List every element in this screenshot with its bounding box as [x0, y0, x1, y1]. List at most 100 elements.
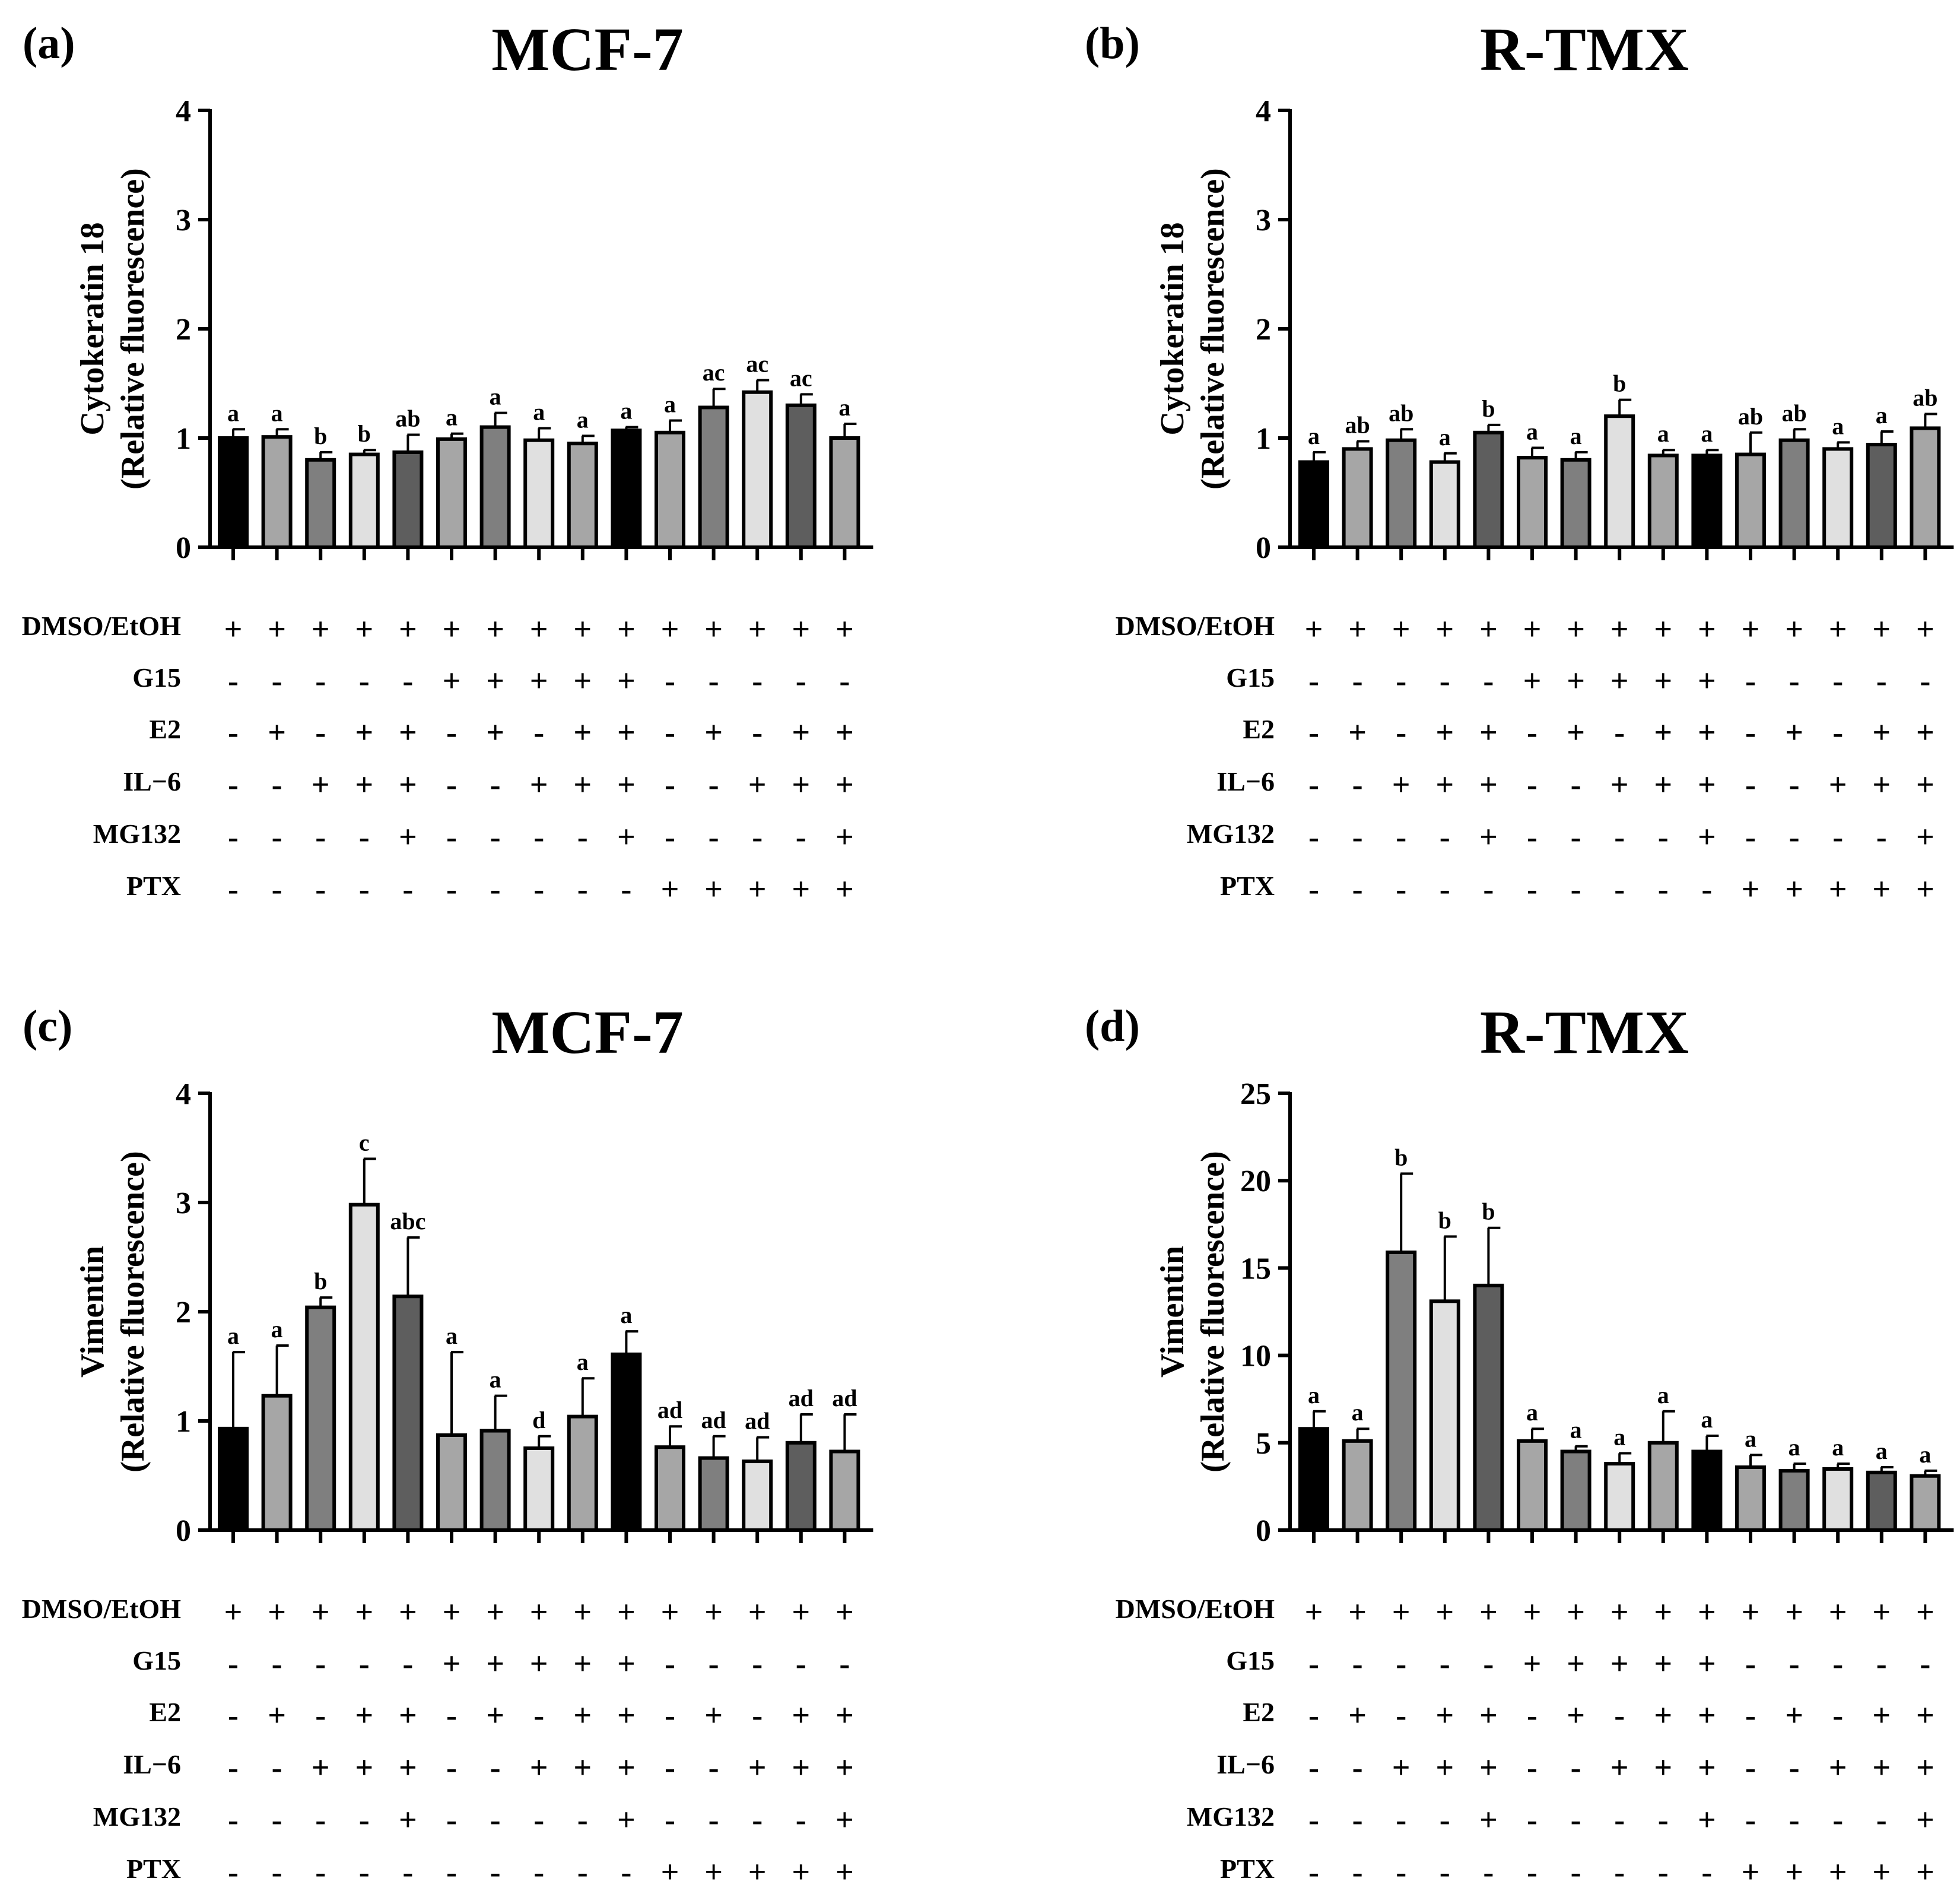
- y-tick-label: 3: [1256, 204, 1271, 237]
- significance-label: c: [359, 1129, 370, 1156]
- treatment-sign: +: [617, 1750, 636, 1785]
- treatment-sign: -: [1308, 715, 1319, 750]
- treatment-sign: +: [573, 1646, 592, 1681]
- treatment-sign: +: [836, 871, 854, 907]
- treatment-row-label: IL−6: [123, 766, 181, 797]
- treatment-sign: -: [446, 1854, 457, 1890]
- treatment-sign: -: [272, 1646, 282, 1681]
- treatment-sign: +: [1916, 1750, 1934, 1785]
- treatment-sign: +: [399, 1594, 417, 1630]
- treatment-sign: +: [1479, 1802, 1498, 1838]
- significance-label: b: [314, 423, 327, 449]
- treatment-sign: -: [1571, 819, 1581, 855]
- bar: [785, 1441, 817, 1532]
- bar: [218, 1426, 249, 1532]
- treatment-sign: +: [792, 767, 810, 802]
- treatment-sign: +: [1610, 767, 1629, 802]
- treatment-sign: -: [315, 819, 326, 855]
- treatment-sign: -: [839, 1646, 850, 1681]
- treatment-sign: +: [1567, 663, 1585, 699]
- significance-label: a: [1701, 1406, 1713, 1433]
- significance-label: ad: [832, 1385, 857, 1411]
- treatment-sign: -: [1396, 663, 1406, 699]
- treatment-sign: +: [1829, 871, 1847, 907]
- significance-label: a: [1613, 1423, 1625, 1450]
- treatment-sign: +: [1785, 1594, 1803, 1630]
- treatment-sign: +: [1392, 767, 1411, 802]
- significance-label: ab: [1345, 412, 1370, 439]
- treatment-sign: +: [530, 1750, 548, 1785]
- treatment-sign: +: [792, 611, 810, 647]
- bar: [1604, 414, 1635, 550]
- significance-label: ab: [1389, 399, 1413, 426]
- panel-title: MCF-7: [491, 998, 683, 1067]
- bar: [1735, 1465, 1766, 1532]
- treatment-sign: -: [1789, 819, 1800, 855]
- treatment-sign: -: [446, 767, 457, 802]
- treatment-sign: -: [1352, 663, 1363, 699]
- treatment-sign: -: [1745, 1646, 1756, 1681]
- bar: [305, 1305, 336, 1532]
- treatment-sign: +: [792, 1594, 810, 1630]
- treatment-sign: -: [1920, 1646, 1930, 1681]
- treatment-sign: -: [709, 767, 719, 802]
- treatment-sign: +: [1610, 663, 1629, 699]
- treatment-sign: -: [490, 1750, 501, 1785]
- y-axis-label-line: Vimentin: [1154, 1246, 1191, 1378]
- treatment-sign: -: [1614, 819, 1625, 855]
- significance-label: ad: [789, 1385, 814, 1411]
- treatment-sign: -: [1832, 715, 1843, 750]
- treatment-sign: +: [792, 715, 810, 750]
- bar: [1386, 438, 1417, 549]
- treatment-sign: +: [399, 1802, 417, 1838]
- bar: [785, 403, 817, 549]
- bar: [436, 1433, 467, 1532]
- bar: [611, 1352, 642, 1532]
- treatment-sign: +: [1829, 1594, 1847, 1630]
- treatment-sign: +: [1742, 1854, 1760, 1890]
- treatment-sign: -: [490, 1854, 501, 1890]
- treatment-sign: -: [1832, 1802, 1843, 1838]
- y-tick-label: 2: [176, 1296, 191, 1330]
- treatment-sign: -: [1745, 715, 1756, 750]
- y-tick-label: 0: [1256, 1514, 1271, 1548]
- significance-label: a: [533, 398, 545, 425]
- treatment-row-label: MG132: [1187, 818, 1275, 849]
- treatment-sign: +: [1610, 1594, 1629, 1630]
- significance-label: a: [664, 391, 676, 418]
- treatment-sign: -: [1440, 1802, 1450, 1838]
- treatment-sign: +: [486, 611, 504, 647]
- treatment-row-label: IL−6: [123, 1749, 181, 1779]
- treatment-sign: +: [573, 611, 592, 647]
- treatment-sign: +: [1392, 1750, 1411, 1785]
- treatment-sign: -: [796, 1802, 806, 1838]
- treatment-sign: +: [312, 1594, 330, 1630]
- bar: [1778, 1468, 1810, 1532]
- significance-label: a: [1876, 1438, 1888, 1464]
- significance-label: a: [227, 1322, 239, 1349]
- treatment-sign: -: [1308, 819, 1319, 855]
- treatment-sign: -: [446, 715, 457, 750]
- bar: [1735, 452, 1766, 549]
- treatment-sign: -: [796, 1646, 806, 1681]
- significance-label: b: [314, 1268, 327, 1294]
- bar: [1910, 426, 1941, 549]
- treatment-sign: +: [1435, 767, 1454, 802]
- treatment-sign: +: [1610, 1646, 1629, 1681]
- treatment-sign: +: [1654, 1594, 1672, 1630]
- treatment-sign: +: [268, 715, 286, 750]
- treatment-row-label: PTX: [1220, 1854, 1275, 1884]
- treatment-sign: -: [359, 663, 370, 699]
- treatment-sign: -: [1396, 871, 1406, 907]
- bar: [1822, 447, 1854, 550]
- y-tick-label: 3: [176, 204, 191, 237]
- treatment-sign: -: [490, 1802, 501, 1838]
- treatment-sign: +: [1872, 1698, 1891, 1733]
- treatment-sign: +: [1872, 715, 1891, 750]
- treatment-sign: -: [1745, 663, 1756, 699]
- bar: [698, 1456, 729, 1532]
- treatment-sign: -: [1483, 1646, 1494, 1681]
- y-tick-label: 0: [176, 1514, 191, 1548]
- treatment-sign: +: [399, 1750, 417, 1785]
- bar: [698, 405, 729, 549]
